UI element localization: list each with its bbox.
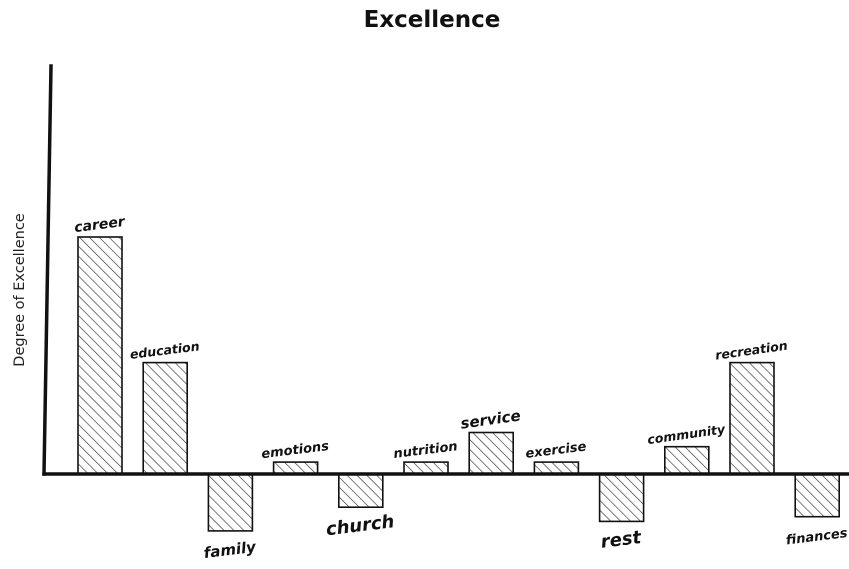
- bar-label-career: career: [73, 214, 126, 236]
- bar-label-finances: finances: [785, 526, 848, 548]
- bar-church: [337, 473, 384, 509]
- y-axis-line: [42, 64, 53, 476]
- bar-career: [77, 236, 123, 475]
- bar-community: [663, 445, 710, 475]
- bar-education: [142, 361, 188, 475]
- bar-label-emotions: emotions: [261, 439, 330, 462]
- bar-label-family: family: [203, 538, 258, 562]
- bar-label-recreation: recreation: [714, 338, 788, 363]
- bar-recreation: [729, 361, 775, 475]
- bar-service: [468, 431, 515, 475]
- bar-rest: [598, 473, 645, 523]
- bar-label-church: church: [325, 511, 396, 540]
- bar-label-service: service: [459, 406, 521, 432]
- bar-finances: [794, 473, 841, 518]
- bar-nutrition: [403, 461, 449, 475]
- bar-label-exercise: exercise: [525, 439, 588, 461]
- bar-exercise: [533, 461, 580, 475]
- bar-label-education: education: [129, 338, 200, 361]
- bars-group: [77, 236, 841, 532]
- chart-title: Excellence: [364, 7, 501, 33]
- bar-label-rest: rest: [600, 527, 644, 553]
- bar-label-nutrition: nutrition: [393, 439, 459, 462]
- y-axis-label: Degree of Excellence: [12, 213, 28, 366]
- bar-label-community: community: [646, 421, 726, 447]
- bar-family: [207, 473, 254, 532]
- bar-emotions: [272, 461, 319, 475]
